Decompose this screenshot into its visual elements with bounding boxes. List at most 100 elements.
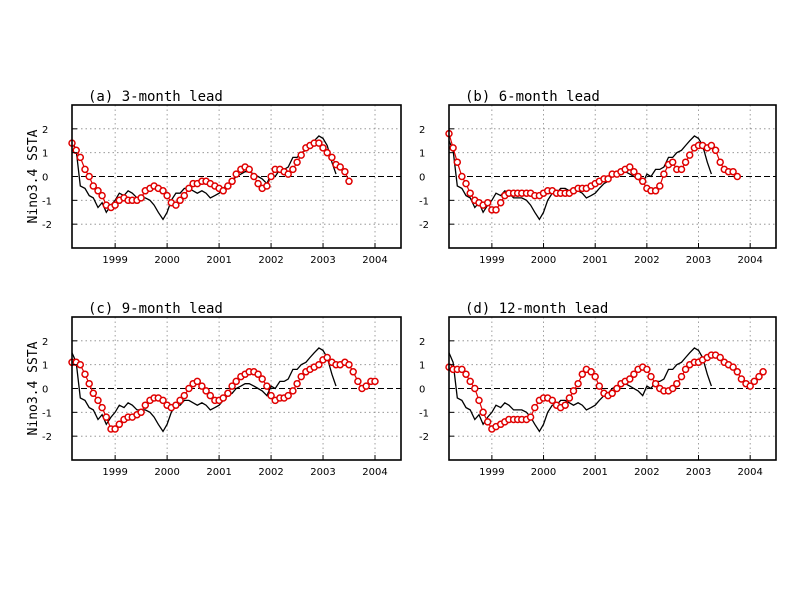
y-tick-label: 0 (419, 173, 425, 184)
y-tick-label: 1 (42, 361, 48, 372)
forecast-point (232, 170, 240, 178)
chart-panel-4: 1999 2000 2001 2002 2003 2004 -2 -1 0 1 2 (d) 12-mo… (419, 301, 777, 478)
observed-series-line (71, 347, 337, 433)
forecast-point (647, 372, 655, 381)
forecast-point (163, 191, 171, 200)
forecast-point (496, 198, 505, 207)
forecast-point (137, 408, 145, 417)
x-tick-label: 1999 (102, 467, 127, 478)
forecast-point (755, 372, 763, 381)
forecast-point (673, 379, 681, 388)
forecast-point (729, 167, 737, 176)
forecast-point (115, 420, 124, 429)
chart-title: (a) 3-month lead (88, 89, 223, 105)
forecast-point (349, 368, 357, 376)
x-tick-label: 2002 (258, 467, 283, 478)
forecast-point (681, 365, 690, 374)
forecast-point (638, 177, 647, 186)
forecast-point (85, 172, 93, 181)
x-tick-label: 2002 (634, 255, 659, 266)
forecast-point (172, 401, 180, 409)
forecast-point (284, 391, 292, 400)
forecast-point (328, 153, 336, 162)
y-tick-label: -1 (419, 196, 429, 207)
x-tick-label: 2000 (531, 255, 556, 266)
forecast-point (750, 377, 759, 386)
forecast-point (323, 353, 331, 362)
forecast-point (737, 375, 746, 383)
forecast-point (462, 370, 470, 378)
forecast-point (578, 370, 587, 378)
forecast-point (85, 379, 93, 388)
forecast-point (471, 384, 479, 393)
x-tick-label: 2001 (206, 467, 231, 478)
x-tick-label: 2000 (154, 255, 179, 266)
forecast-point (345, 360, 353, 369)
forecast-point (677, 372, 686, 381)
forecast-point (354, 377, 362, 386)
y-axis-label: Nino3.4 SSTA (26, 129, 41, 223)
x-tick-label: 2002 (258, 255, 283, 266)
forecast-point (475, 396, 483, 405)
forecast-point (81, 165, 89, 174)
forecast-point (587, 368, 595, 376)
x-tick-label: 2003 (310, 255, 335, 266)
forecast-point (297, 372, 305, 381)
forecast-point (479, 408, 487, 417)
forecast-point (716, 158, 724, 166)
forecast-point (289, 387, 297, 395)
forecast-point (574, 379, 582, 388)
chart-title: (b) 6-month lead (465, 89, 600, 105)
x-tick-label: 2004 (737, 255, 762, 266)
forecast-point (111, 201, 119, 209)
forecast-point (526, 413, 535, 421)
forecast-point (651, 379, 660, 388)
forecast-point (219, 187, 227, 195)
forecast-point (561, 401, 569, 409)
forecast-point (345, 177, 353, 186)
forecast-point (492, 206, 500, 214)
y-tick-label: 0 (42, 385, 48, 396)
forecast-point (608, 389, 616, 398)
forecast-point (98, 403, 106, 412)
forecast-point (681, 158, 690, 166)
forecast-point (180, 391, 189, 400)
y-axis-label: Nino3.4 SSTA (26, 341, 41, 435)
forecast-point (323, 148, 331, 157)
forecast-point (224, 182, 232, 190)
forecast-point (193, 377, 202, 386)
forecast-point (232, 377, 240, 386)
forecast-point (284, 170, 292, 178)
y-tick-label: -2 (419, 432, 429, 443)
forecast-point (293, 379, 301, 388)
forecast-point (319, 144, 327, 152)
forecast-point (111, 425, 119, 433)
forecast-point (733, 368, 742, 376)
forecast-point (569, 387, 578, 395)
forecast-point (746, 382, 754, 390)
y-tick-label: -2 (42, 432, 52, 443)
x-tick-label: 2003 (686, 467, 711, 478)
chart-title: (d) 12-month lead (465, 301, 608, 317)
forecast-point (94, 187, 102, 195)
observed-series-line (448, 135, 713, 221)
y-tick-label: -2 (42, 220, 52, 231)
forecast-point (677, 165, 686, 174)
forecast-point (711, 146, 720, 155)
forecast-point (660, 170, 668, 178)
y-tick-label: 0 (419, 385, 425, 396)
y-tick-label: 1 (42, 149, 48, 160)
forecast-point (595, 382, 604, 390)
forecast-point (630, 167, 638, 176)
x-tick-label: 1999 (479, 255, 504, 266)
forecast-point (716, 353, 724, 362)
forecast-point (250, 172, 258, 181)
forecast-point (180, 191, 189, 200)
y-tick-label: -1 (419, 408, 429, 419)
forecast-point (336, 163, 344, 171)
forecast-point (224, 389, 232, 398)
forecast-point (449, 144, 457, 152)
forecast-point (267, 391, 275, 400)
forecast-point (185, 384, 193, 393)
forecast-point (137, 194, 145, 202)
